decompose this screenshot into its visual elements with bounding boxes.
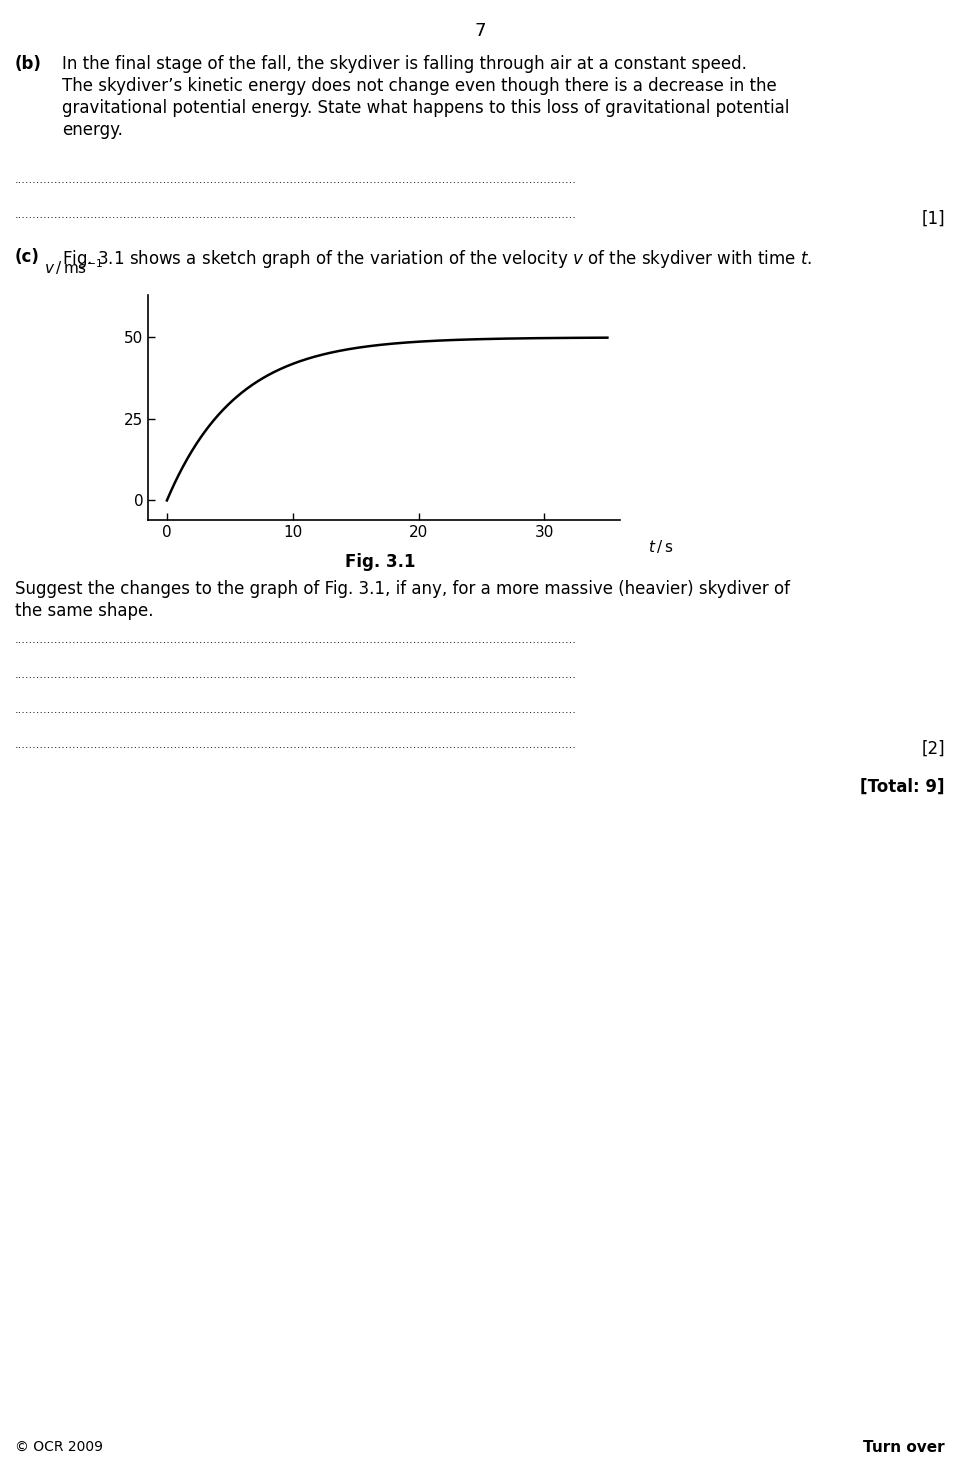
Text: [1]: [1] [922, 210, 945, 228]
Text: ................................................................................: ........................................… [15, 210, 577, 220]
Text: Turn over: Turn over [863, 1440, 945, 1455]
Text: gravitational potential energy. State what happens to this loss of gravitational: gravitational potential energy. State wh… [62, 99, 789, 117]
Text: ................................................................................: ........................................… [15, 670, 577, 680]
Text: ................................................................................: ........................................… [15, 635, 577, 645]
Text: Fig. 3.1 shows a sketch graph of the variation of the velocity $v$ of the skydiv: Fig. 3.1 shows a sketch graph of the var… [62, 248, 812, 270]
Text: The skydiver’s kinetic energy does not change even though there is a decrease in: The skydiver’s kinetic energy does not c… [62, 77, 777, 95]
Text: ................................................................................: ........................................… [15, 175, 577, 185]
Text: [2]: [2] [922, 740, 945, 759]
Text: [Total: 9]: [Total: 9] [860, 778, 945, 797]
Text: the same shape.: the same shape. [15, 603, 154, 620]
Text: 7: 7 [474, 22, 486, 39]
Text: (c): (c) [15, 248, 40, 266]
Text: © OCR 2009: © OCR 2009 [15, 1440, 103, 1455]
Text: ................................................................................: ........................................… [15, 705, 577, 715]
Text: (b): (b) [15, 55, 42, 73]
Text: energy.: energy. [62, 121, 123, 139]
Text: Suggest the changes to the graph of Fig. 3.1, if any, for a more massive (heavie: Suggest the changes to the graph of Fig.… [15, 581, 790, 598]
Text: In the final stage of the fall, the skydiver is falling through air at a constan: In the final stage of the fall, the skyd… [62, 55, 747, 73]
Text: $v\,/\,\mathrm{ms^{-1}}$: $v\,/\,\mathrm{ms^{-1}}$ [44, 257, 103, 277]
Text: $t\,/\,$s: $t\,/\,$s [648, 538, 674, 554]
Text: Fig. 3.1: Fig. 3.1 [345, 553, 416, 570]
Text: ................................................................................: ........................................… [15, 740, 577, 750]
